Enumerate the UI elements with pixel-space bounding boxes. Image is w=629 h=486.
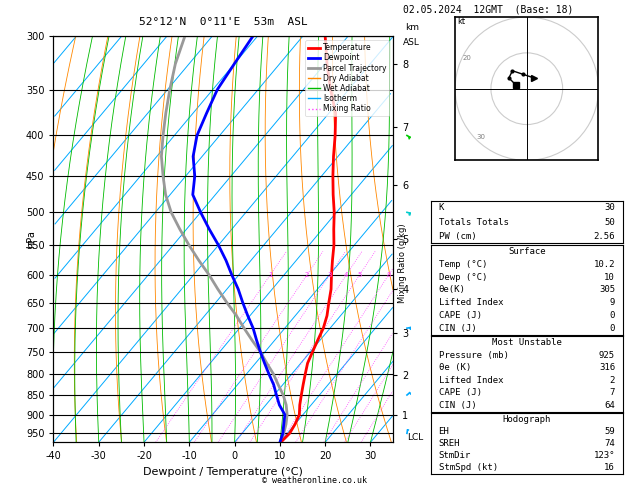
- Text: EH: EH: [438, 427, 449, 436]
- Text: 0: 0: [610, 311, 615, 320]
- Text: 64: 64: [604, 401, 615, 410]
- Text: 0: 0: [610, 324, 615, 333]
- Text: LCL: LCL: [407, 433, 423, 442]
- Text: 305: 305: [599, 285, 615, 295]
- Text: θe (K): θe (K): [438, 363, 470, 372]
- Text: Totals Totals: Totals Totals: [438, 218, 508, 226]
- Text: 925: 925: [599, 350, 615, 360]
- Text: Hodograph: Hodograph: [503, 415, 551, 424]
- Text: 5: 5: [357, 272, 362, 278]
- Text: StmDir: StmDir: [438, 451, 470, 460]
- Text: 316: 316: [599, 363, 615, 372]
- Text: SREH: SREH: [438, 439, 460, 448]
- Text: 2: 2: [304, 272, 309, 278]
- Text: StmSpd (kt): StmSpd (kt): [438, 463, 498, 472]
- Text: km: km: [405, 23, 419, 33]
- Text: 74: 74: [604, 439, 615, 448]
- Text: kt: kt: [457, 17, 465, 26]
- Text: ASL: ASL: [403, 37, 420, 47]
- Text: 59: 59: [604, 427, 615, 436]
- Text: PW (cm): PW (cm): [438, 232, 476, 241]
- Text: Temp (°C): Temp (°C): [438, 260, 487, 269]
- Text: 1: 1: [268, 272, 272, 278]
- X-axis label: Dewpoint / Temperature (°C): Dewpoint / Temperature (°C): [143, 467, 303, 477]
- Text: 7: 7: [610, 388, 615, 398]
- Text: 2: 2: [610, 376, 615, 385]
- Text: 50: 50: [604, 218, 615, 226]
- Text: 123°: 123°: [594, 451, 615, 460]
- Text: Pressure (mb): Pressure (mb): [438, 350, 508, 360]
- Text: 3: 3: [327, 272, 331, 278]
- Text: Lifted Index: Lifted Index: [438, 376, 503, 385]
- Text: 30: 30: [477, 134, 486, 140]
- Text: Mixing Ratio (g/kg): Mixing Ratio (g/kg): [398, 224, 407, 303]
- Text: 4: 4: [344, 272, 348, 278]
- Text: 10.2: 10.2: [594, 260, 615, 269]
- Text: CIN (J): CIN (J): [438, 401, 476, 410]
- Text: hPa: hPa: [26, 230, 36, 248]
- Legend: Temperature, Dewpoint, Parcel Trajectory, Dry Adiabat, Wet Adiabat, Isotherm, Mi: Temperature, Dewpoint, Parcel Trajectory…: [305, 40, 389, 116]
- Text: 9: 9: [610, 298, 615, 307]
- Text: CAPE (J): CAPE (J): [438, 311, 482, 320]
- Text: Lifted Index: Lifted Index: [438, 298, 503, 307]
- Text: 16: 16: [604, 463, 615, 472]
- Text: 30: 30: [604, 203, 615, 212]
- Text: 2.56: 2.56: [594, 232, 615, 241]
- Text: 8: 8: [386, 272, 391, 278]
- Text: Most Unstable: Most Unstable: [492, 338, 562, 347]
- Text: Dewp (°C): Dewp (°C): [438, 273, 487, 281]
- Text: CIN (J): CIN (J): [438, 324, 476, 333]
- Text: K: K: [438, 203, 444, 212]
- Text: 20: 20: [462, 55, 471, 61]
- Text: θe(K): θe(K): [438, 285, 465, 295]
- Text: CAPE (J): CAPE (J): [438, 388, 482, 398]
- Text: Surface: Surface: [508, 247, 545, 256]
- Text: 02.05.2024  12GMT  (Base: 18): 02.05.2024 12GMT (Base: 18): [403, 5, 573, 15]
- Text: 10: 10: [604, 273, 615, 281]
- Text: © weatheronline.co.uk: © weatheronline.co.uk: [262, 476, 367, 485]
- Text: 52°12'N  0°11'E  53m  ASL: 52°12'N 0°11'E 53m ASL: [139, 17, 308, 27]
